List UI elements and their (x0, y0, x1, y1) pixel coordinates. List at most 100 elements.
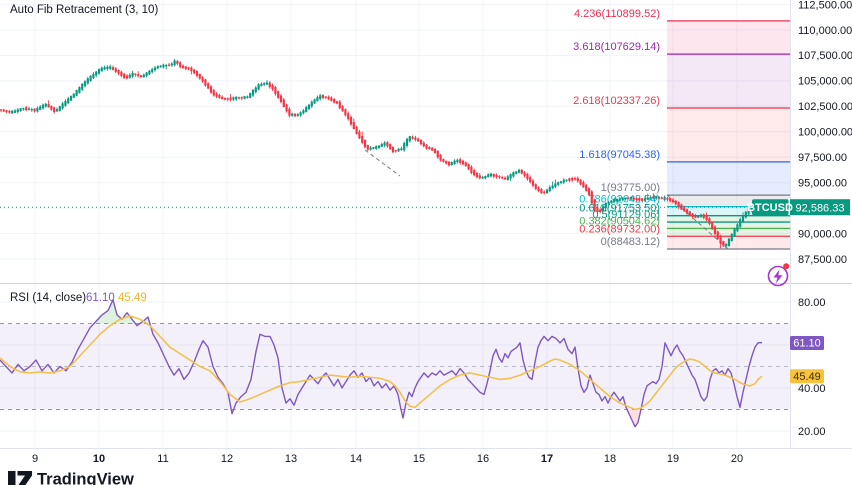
candle-body (540, 189, 543, 194)
candle-body (629, 196, 633, 200)
candle-body (207, 83, 210, 89)
quick-trade-flash-button[interactable] (767, 263, 790, 287)
time-tick-label: 14 (350, 453, 362, 465)
candle-body (223, 98, 227, 100)
rsi-indicator-pane[interactable] (0, 299, 790, 428)
candle-body (123, 73, 126, 79)
candle-body (422, 142, 425, 147)
candle-body (167, 64, 171, 66)
candle-body (97, 69, 101, 74)
candle-body (680, 204, 683, 210)
candle-body (445, 160, 448, 164)
candle-body (464, 162, 467, 166)
candle-body (131, 72, 134, 77)
candle-body (0, 109, 3, 111)
rsi-value-main: 61.10 (86, 292, 115, 304)
candle-body (114, 68, 117, 72)
fib-label: 1(93775.00) (601, 182, 660, 194)
price-axis[interactable]: 112,500.00 110,000.00 107,500.00 105,000.00… (798, 0, 852, 266)
candle-body (632, 197, 635, 200)
fib-label: 0.5(91129.06) (592, 209, 660, 221)
tradingview-logo[interactable]: TradingView (8, 471, 134, 485)
candle-body (529, 177, 532, 183)
candle-body (383, 142, 386, 146)
candle-body (209, 86, 213, 93)
time-tick-label: 18 (604, 453, 616, 465)
candle-body (145, 72, 148, 77)
candle-body (235, 96, 238, 100)
rsi-smoothing-line (0, 315, 763, 411)
candle-body (13, 110, 17, 113)
candle-body (39, 106, 42, 110)
candle-body (75, 90, 78, 96)
candle-body (646, 197, 649, 200)
fib-retracement-lines (667, 20, 790, 250)
rsi-value-badges: 61.10 45.49 (790, 336, 824, 384)
time-tick-label: 9 (32, 453, 38, 465)
candle-body (436, 150, 439, 158)
candle-body (120, 71, 123, 77)
candle-body (711, 222, 714, 230)
fib-band (667, 195, 790, 207)
fib-level-labels: 4.236(110899.52) 3.618(107629.14) 2.618(10… (573, 8, 660, 248)
candle-body (425, 144, 428, 149)
candle-body (699, 214, 703, 217)
candle-body (599, 209, 602, 212)
candle-body (498, 176, 501, 178)
fib-band (667, 161, 790, 196)
tradingview-logo-icon (8, 471, 32, 485)
candle-body (30, 108, 33, 111)
candle-body (391, 146, 395, 153)
main-price-pane[interactable]: 4.236(110899.52) 3.618(107629.14) 2.618(10… (0, 8, 790, 250)
candle-body (405, 138, 409, 146)
rsi-title-row[interactable]: RSI (14, close) 61.10 45.49 (10, 292, 147, 304)
tradingview-logo-text: TradingView (37, 471, 134, 485)
candle-body (249, 93, 252, 98)
candle-body (414, 137, 417, 140)
candle-body (408, 136, 411, 142)
candle-body (78, 87, 81, 93)
candle-body (683, 207, 686, 212)
candle-body (453, 160, 456, 164)
candle-body (369, 147, 372, 150)
candle-body (22, 108, 25, 110)
candle-body (705, 215, 708, 221)
candle-body (246, 96, 249, 98)
candle-body (352, 121, 355, 130)
candle-body (400, 148, 403, 151)
candle-body (442, 159, 445, 162)
candle-body (41, 104, 45, 109)
candle-body (744, 211, 747, 218)
candle-body (327, 96, 330, 100)
candle-body (212, 90, 215, 96)
candle-body (285, 104, 288, 112)
candle-body (545, 189, 549, 194)
lightning-icon (773, 269, 783, 284)
candle-body (459, 159, 462, 163)
candle-body (487, 174, 490, 178)
candle-body (89, 75, 92, 81)
candle-body (624, 197, 627, 200)
candle-body (282, 99, 285, 108)
candle-body (551, 185, 554, 189)
price-tick-label: 95,000.00 (798, 178, 847, 190)
candle-body (593, 199, 596, 211)
candle-body (638, 198, 641, 201)
candle-body (713, 226, 717, 235)
candle-body (125, 75, 129, 79)
candle-body (489, 173, 493, 177)
candle-body (461, 160, 465, 165)
candle-body (156, 66, 159, 69)
candle-body (607, 201, 610, 205)
indicator-title[interactable]: Auto Fib Retracement (3, 10) (10, 4, 158, 16)
time-tick-label: 20 (731, 453, 743, 465)
candle-body (50, 105, 53, 110)
candle-body (55, 109, 59, 112)
candle-body (137, 74, 140, 77)
rsi-axis[interactable]: 80.00 40.00 20.00 (798, 297, 826, 438)
candle-body (716, 231, 719, 239)
candle-body (25, 107, 28, 111)
candle-body (601, 206, 605, 212)
time-axis[interactable]: 9 10 11 12 13 14 15 16 17 18 19 20 (32, 453, 743, 465)
